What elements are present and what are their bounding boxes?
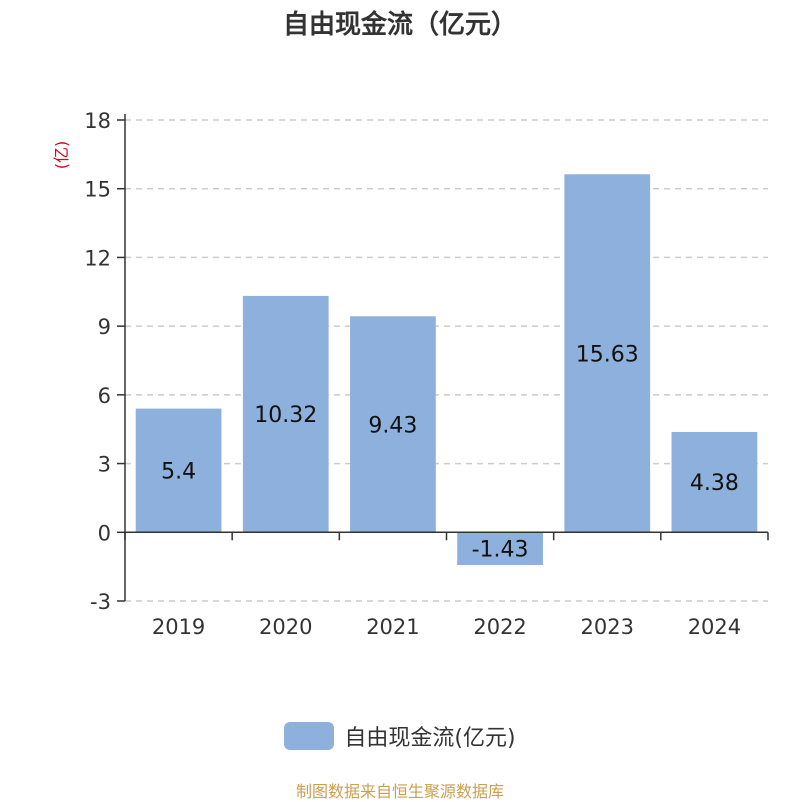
bar-2023[interactable] xyxy=(564,174,651,533)
grid-lines xyxy=(125,119,768,602)
y-tick-label: 3 xyxy=(98,453,111,477)
data-label: 4.38 xyxy=(690,471,739,496)
legend-label: 自由现金流(亿元) xyxy=(344,726,516,751)
x-tick-label: 2023 xyxy=(581,615,634,639)
legend-swatch xyxy=(284,722,335,750)
data-label: 15.63 xyxy=(576,342,639,367)
y-axis-unit-label: (亿) xyxy=(52,141,71,170)
bar-2022[interactable] xyxy=(457,532,543,566)
bars xyxy=(135,174,758,566)
data-label: 5.4 xyxy=(161,459,196,484)
y-tick-label: 9 xyxy=(98,315,111,339)
y-tick-label: 15 xyxy=(84,178,111,202)
data-label: 9.43 xyxy=(368,413,417,438)
x-tick-label: 2024 xyxy=(688,615,741,639)
data-label: -1.43 xyxy=(472,538,529,563)
x-tick-label: 2019 xyxy=(152,615,205,639)
labels: 18 15 12 9 6 3 0 -3 5.4 2019 10.32 2020 9.43 2021 -1.4… xyxy=(84,109,741,639)
x-tick-label: 2022 xyxy=(473,615,526,639)
y-tick-label: 6 xyxy=(98,384,111,408)
y-tick-label: 0 xyxy=(98,521,111,545)
y-tick-label: 18 xyxy=(84,109,111,133)
bar-2021[interactable] xyxy=(350,316,436,533)
y-tick-label: -3 xyxy=(90,590,111,614)
x-tick-label: 2021 xyxy=(366,615,419,639)
data-label: 10.32 xyxy=(254,403,317,428)
bar-2019[interactable] xyxy=(135,408,222,533)
axes xyxy=(117,114,769,602)
source-footer: 制图数据来自恒生聚源数据库 xyxy=(295,782,504,801)
legend[interactable]: 自由现金流(亿元) xyxy=(0,720,800,752)
x-tick-label: 2020 xyxy=(259,615,312,639)
y-tick-label: 12 xyxy=(84,246,111,270)
bar-2020[interactable] xyxy=(242,295,329,533)
bar-2024[interactable] xyxy=(671,431,758,533)
chart-title: 自由现金流（亿元） xyxy=(282,10,517,40)
